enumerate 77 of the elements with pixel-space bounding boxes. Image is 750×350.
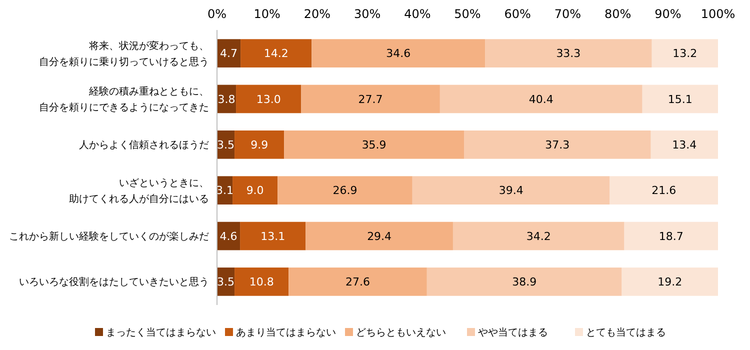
data-label: 13.0: [256, 92, 281, 106]
bar: [288, 268, 427, 296]
data-label: 3.1: [216, 184, 234, 198]
data-label: 37.3: [545, 138, 570, 152]
x-tick-label: 90%: [654, 7, 682, 21]
legend-label: やや当てはまる: [478, 326, 548, 338]
data-label: 13.2: [672, 47, 698, 60]
data-label: 18.7: [658, 230, 684, 243]
bar: [426, 268, 622, 296]
bar: [642, 84, 718, 114]
data-label: 34.6: [386, 47, 411, 60]
data-label: 33.3: [556, 47, 581, 60]
data-label: 21.6: [652, 184, 676, 198]
bar: [464, 130, 651, 159]
legend-label: どちらともいえない: [356, 328, 446, 338]
data-label: 3.5: [217, 276, 235, 289]
bar: [234, 268, 289, 296]
data-label: 19.2: [658, 276, 682, 289]
bar: [240, 39, 312, 68]
legend-label: とても当てはまる: [586, 326, 666, 338]
bar: [234, 130, 284, 159]
data-label: 40.4: [528, 92, 554, 106]
data-label: 3.5: [217, 138, 235, 152]
x-tick-label: 0%: [207, 7, 227, 21]
data-label: 3.8: [218, 92, 236, 106]
bar: [622, 268, 718, 296]
bar: [610, 176, 718, 204]
x-tick-label: 50%: [454, 7, 481, 21]
bar: [440, 84, 642, 114]
bar: [240, 222, 306, 250]
x-tick-label: 40%: [404, 7, 431, 21]
bar: [232, 176, 278, 204]
data-label: 13.4: [672, 138, 697, 152]
data-label: 35.9: [362, 138, 386, 152]
legend-label: あまり当てはまらない: [236, 326, 336, 338]
bar: [412, 176, 610, 204]
data-label: 9.0: [246, 184, 264, 198]
data-label: 38.9: [512, 276, 537, 289]
y-tick-label: 経験の積み重ねとともに、自分を頼りにできるようになってきた: [39, 85, 209, 114]
bar: [236, 84, 302, 114]
data-label: 10.8: [249, 276, 274, 289]
data-label: 4.7: [220, 47, 238, 60]
bar: [452, 222, 624, 250]
data-label: 15.1: [668, 92, 692, 106]
legend-label: まったく当てはまらない: [106, 326, 216, 338]
bar: [650, 130, 718, 159]
bar: [301, 84, 440, 114]
bar: [485, 39, 652, 68]
bar: [284, 130, 464, 159]
bar: [306, 222, 453, 250]
x-tick-label: 30%: [354, 7, 381, 21]
x-tick-label: 60%: [504, 7, 531, 21]
data-label: 9.9: [250, 138, 268, 152]
data-label: 27.6: [346, 276, 370, 289]
x-tick-label: 70%: [554, 7, 582, 21]
y-tick-label: いざというときに、助けてくれる人が自分にはいる: [69, 178, 209, 205]
bar: [624, 222, 718, 250]
data-label: 39.4: [498, 184, 524, 198]
x-tick-label: 100%: [700, 7, 736, 21]
bar: [217, 39, 241, 68]
x-tick-label: 20%: [304, 7, 331, 21]
data-label: 26.9: [332, 184, 358, 198]
bar: [652, 39, 718, 68]
x-tick-label: 10%: [254, 7, 280, 21]
y-tick-label: いろいろな役割をはたしていきたいと思う: [19, 276, 209, 288]
y-tick-label: 将来、状況が変わっても、自分を頼りに乗り切っていけると思う: [39, 40, 209, 68]
data-label: 4.6: [220, 230, 238, 243]
data-label: 27.7: [358, 92, 383, 106]
data-label: 34.2: [526, 230, 551, 243]
y-tick-label: これから新しい経験をしていくのが楽しみだ: [9, 230, 209, 243]
y-tick-label: 人からよく信頼されるほうだ: [79, 139, 209, 152]
bar: [312, 39, 486, 68]
bar: [278, 176, 412, 204]
data-label: 13.1: [260, 230, 286, 243]
x-tick-label: 80%: [604, 7, 632, 21]
data-label: 29.4: [367, 230, 392, 243]
data-label: 14.2: [264, 47, 288, 60]
